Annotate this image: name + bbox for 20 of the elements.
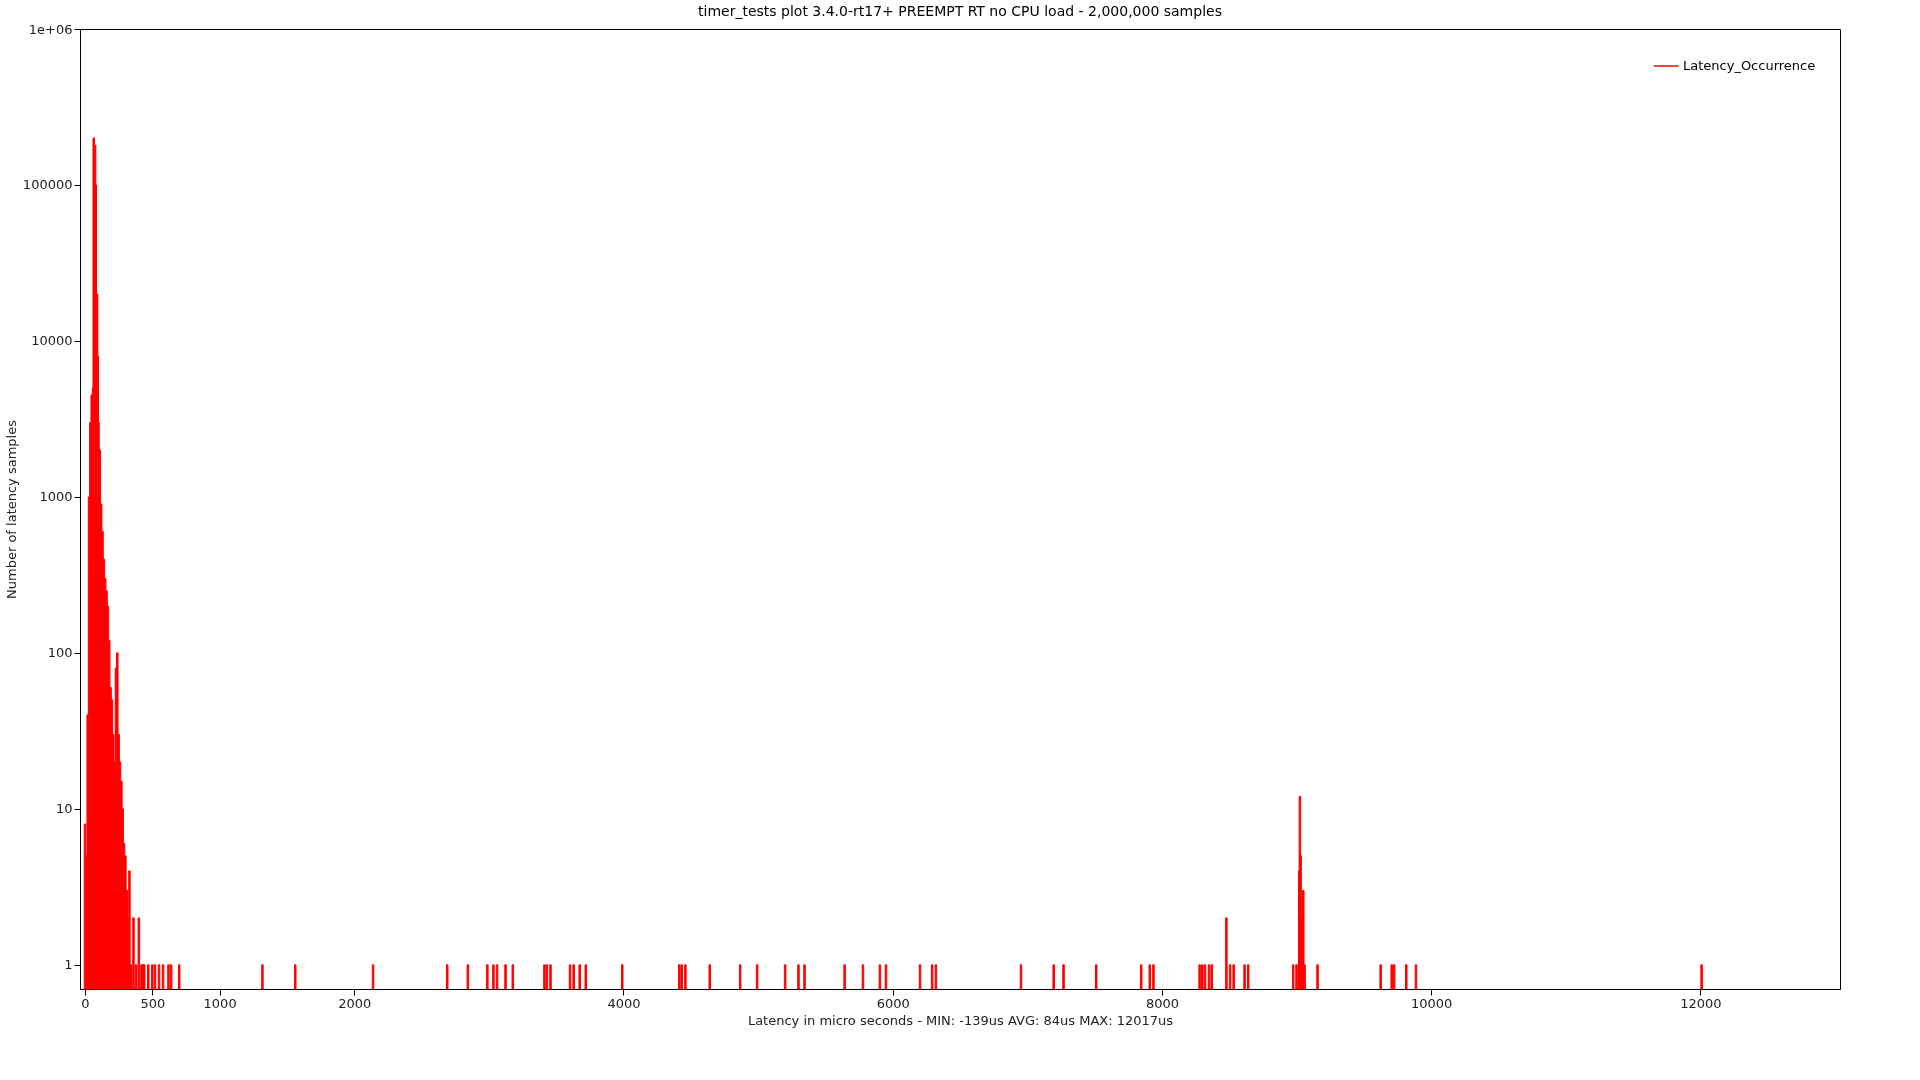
y-tick-label: 100000 bbox=[22, 177, 73, 193]
x-tick-label: 10000 bbox=[1410, 995, 1453, 1011]
x-tick-label: 12000 bbox=[1680, 995, 1722, 1011]
y-tick-label: 1 bbox=[64, 957, 73, 973]
x-tick-label: 2000 bbox=[338, 995, 372, 1011]
x-tick-label: 6000 bbox=[876, 995, 910, 1011]
x-tick-label: 500 bbox=[140, 995, 166, 1011]
x-axis-title: Latency in micro seconds - MIN: -139us AVG: 84us MAX: 12017us bbox=[747, 1012, 1174, 1028]
y-tick-label: 10 bbox=[55, 801, 73, 817]
y-axis-title: Number of latency samples bbox=[3, 419, 19, 599]
legend-label: Latency_Occurrence bbox=[1683, 58, 1816, 73]
y-tick-label: 10000 bbox=[31, 333, 73, 349]
y-tick-label: 1000 bbox=[39, 489, 73, 505]
x-tick-label: 0 bbox=[81, 995, 90, 1011]
chart-title: timer_tests plot 3.4.0-rt17+ PREEMPT RT no CPU load - 2,000,000 samples bbox=[698, 3, 1222, 19]
y-tick-label: 100 bbox=[47, 645, 73, 661]
x-tick-label: 8000 bbox=[1145, 995, 1179, 1011]
y-tick-label: 1e+06 bbox=[28, 21, 73, 37]
x-tick-label: 4000 bbox=[607, 995, 641, 1011]
x-tick-label: 1000 bbox=[203, 995, 237, 1011]
